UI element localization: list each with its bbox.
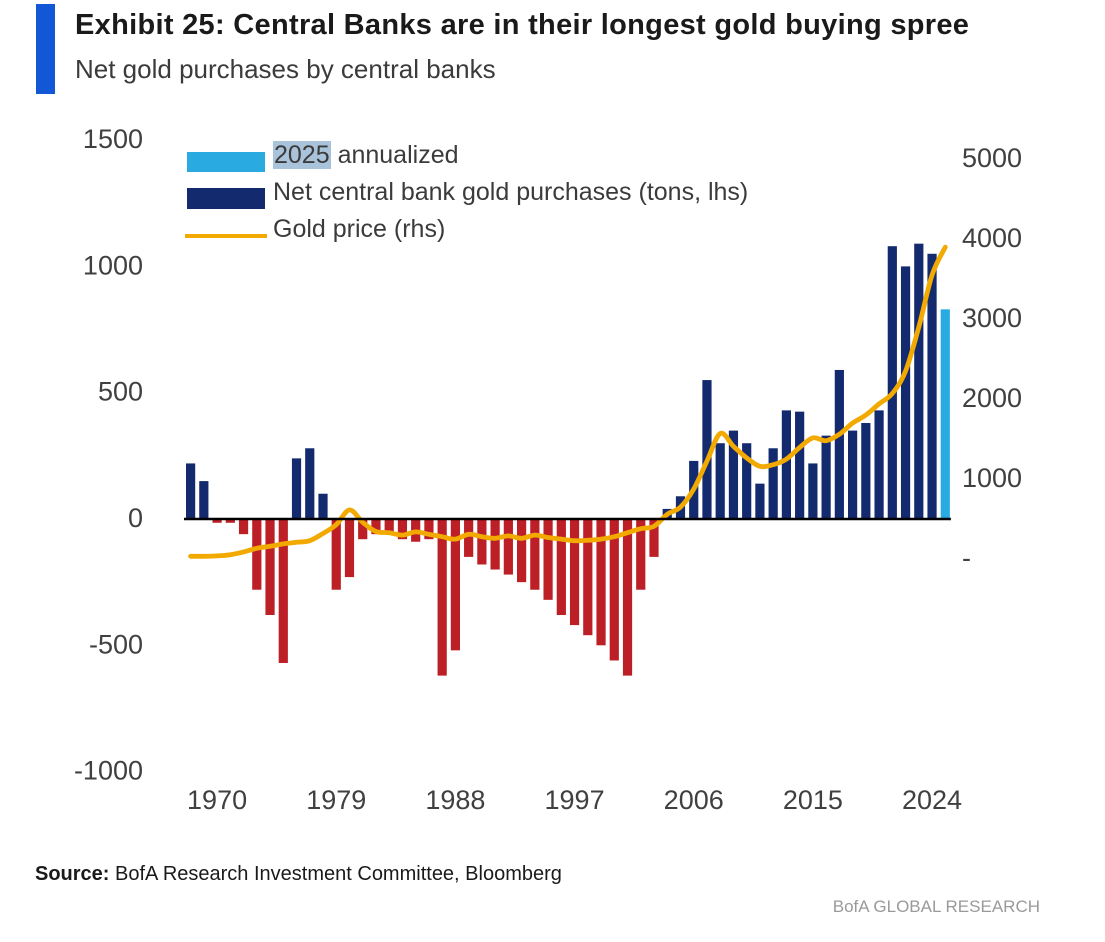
svg-text:-1000: -1000 [74,756,143,786]
svg-text:1997: 1997 [545,785,605,815]
svg-text:2024: 2024 [902,785,962,815]
svg-text:1000: 1000 [962,463,1022,493]
svg-text:0: 0 [128,503,143,533]
svg-text:1500: 1500 [83,124,143,154]
svg-text:5000: 5000 [962,143,1022,173]
svg-text:1970: 1970 [187,785,247,815]
svg-text:3000: 3000 [962,303,1022,333]
svg-text:2006: 2006 [664,785,724,815]
svg-text:-500: -500 [89,629,143,659]
svg-text:2015: 2015 [783,785,843,815]
svg-text:1979: 1979 [306,785,366,815]
svg-text:-: - [962,543,971,573]
svg-text:1000: 1000 [83,250,143,280]
svg-text:4000: 4000 [962,223,1022,253]
svg-text:2000: 2000 [962,383,1022,413]
svg-text:1988: 1988 [425,785,485,815]
svg-text:500: 500 [98,377,143,407]
